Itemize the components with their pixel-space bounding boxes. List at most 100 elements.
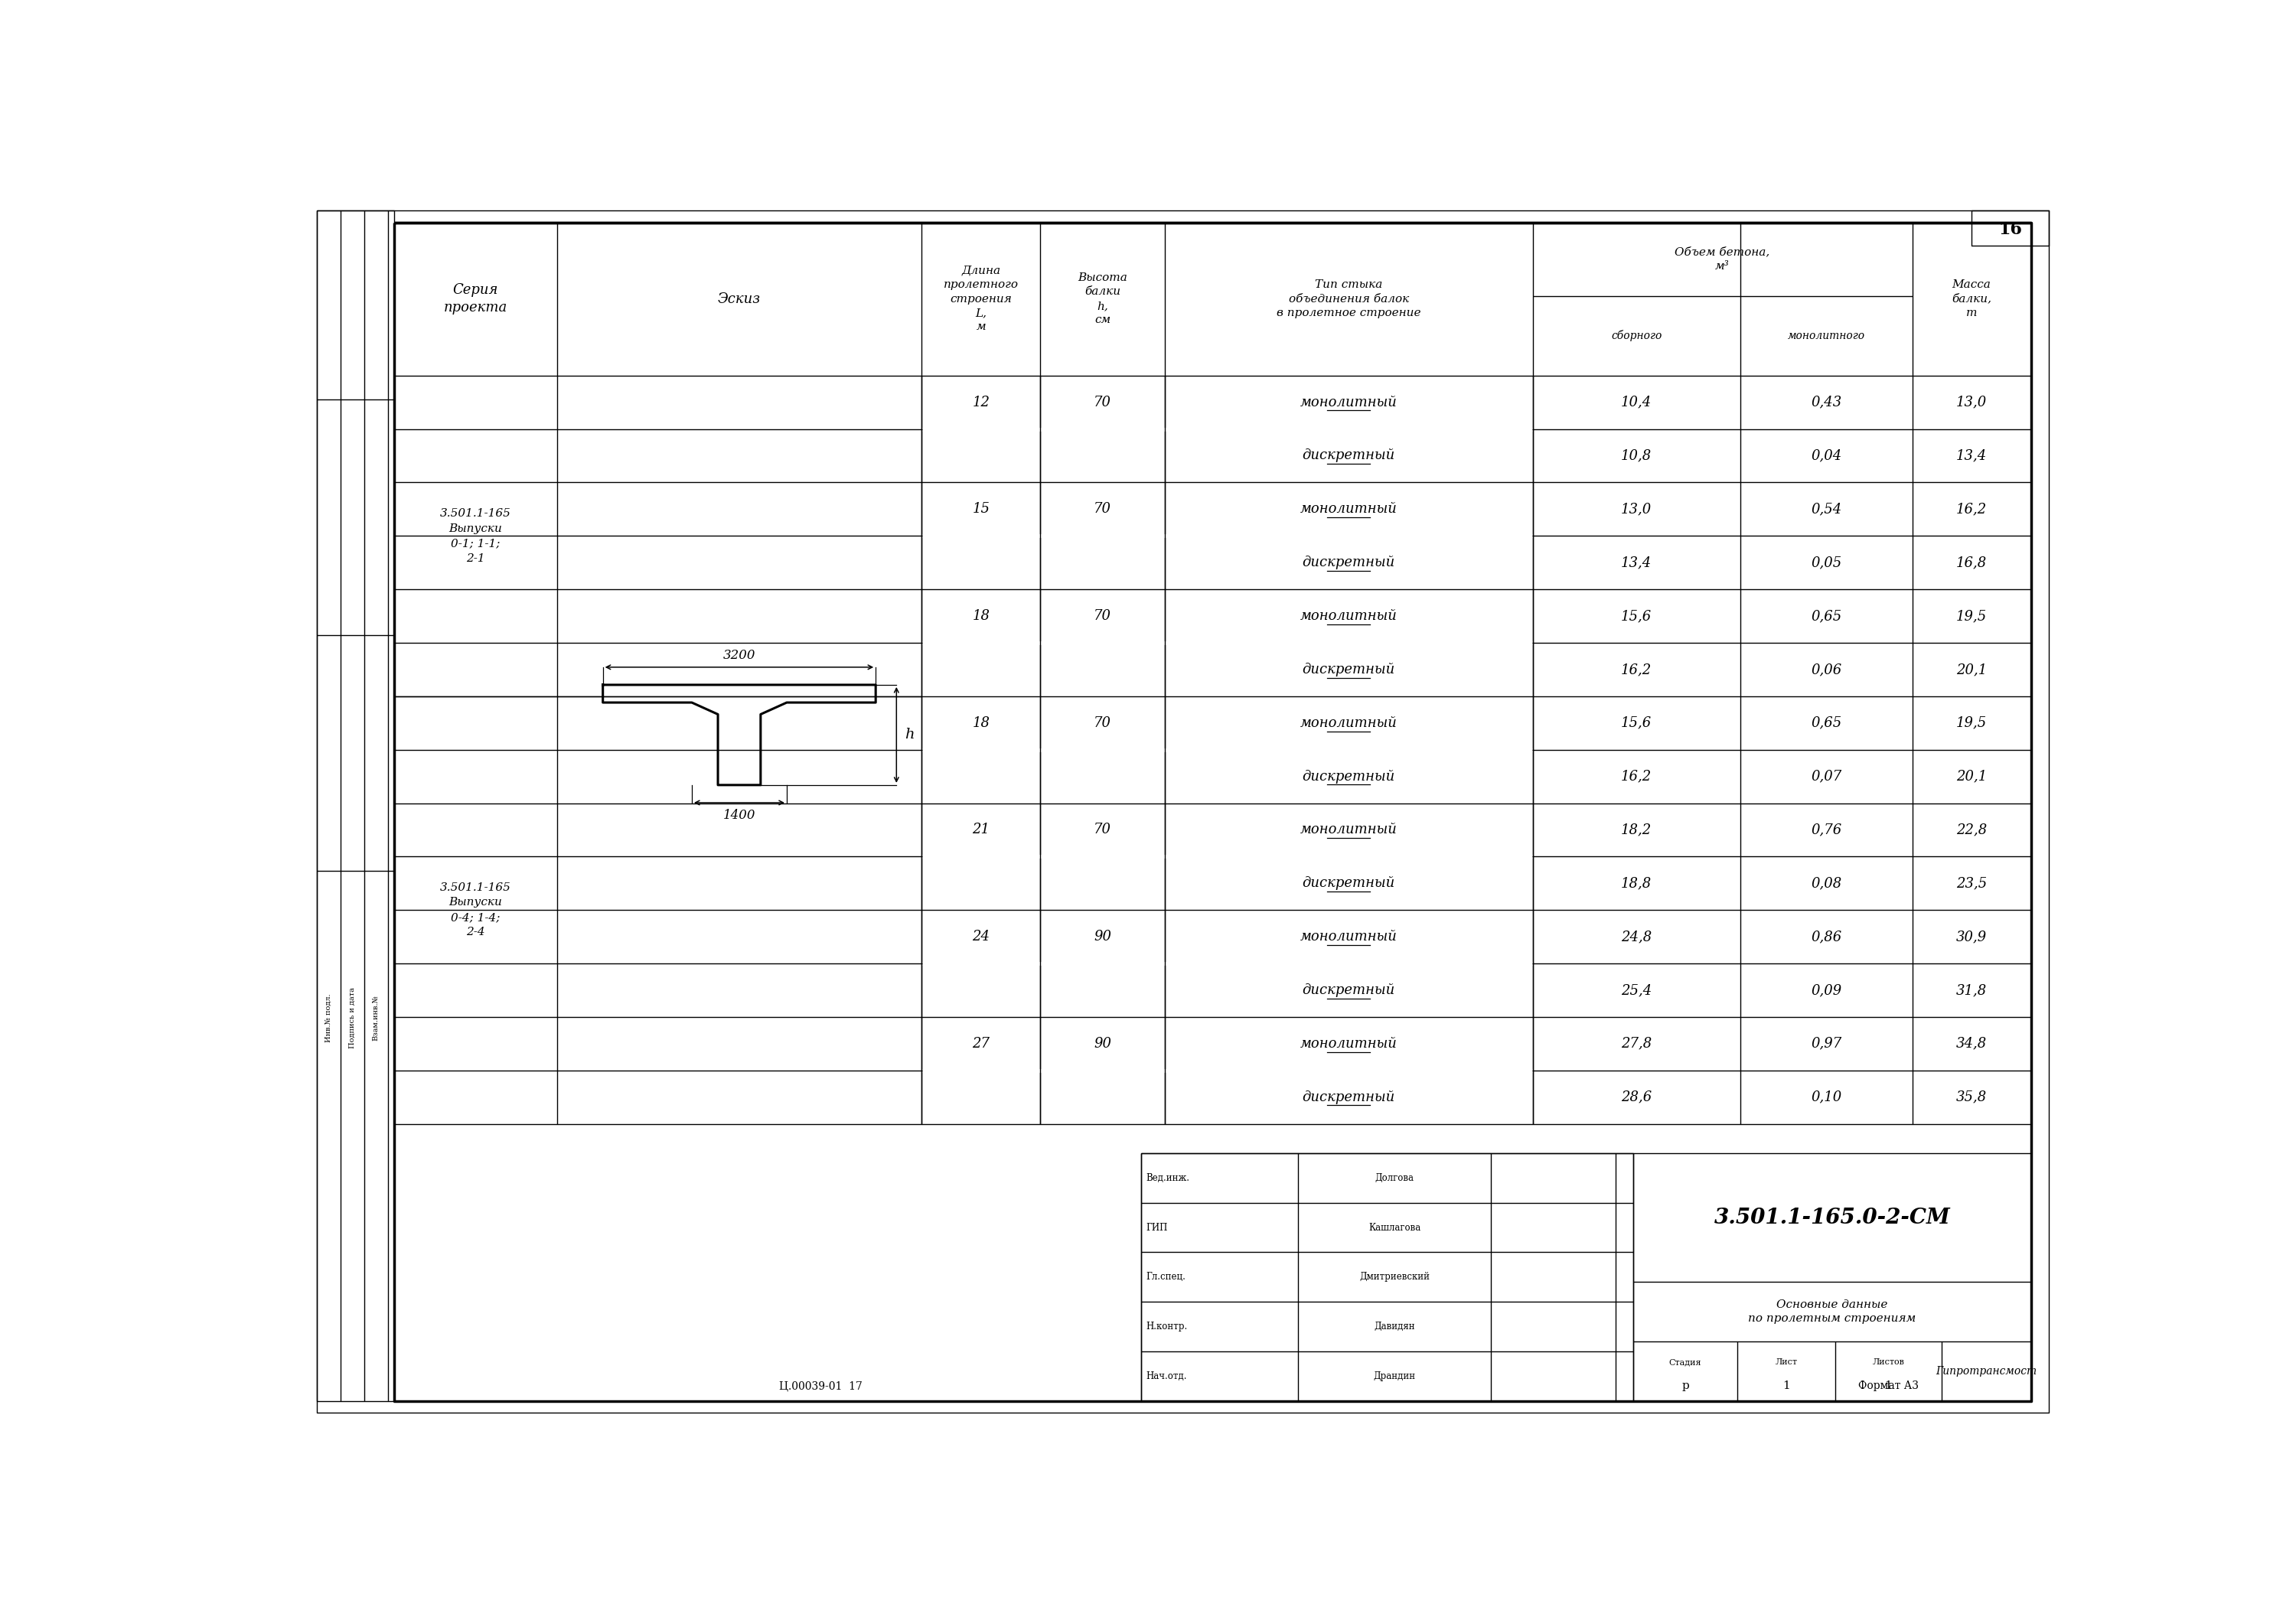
Text: 19,5: 19,5 [1956, 609, 1986, 624]
Text: Вед.инж.: Вед.инж. [1146, 1173, 1189, 1183]
Text: Дмитриевский: Дмитриевский [1359, 1273, 1430, 1282]
Text: 0,65: 0,65 [1812, 717, 1841, 730]
Text: Основные данные
по пролетным строениям: Основные данные по пролетным строениям [1747, 1300, 1915, 1324]
Text: 18,8: 18,8 [1621, 876, 1651, 890]
Text: монолитный: монолитный [1300, 503, 1398, 516]
Text: 0,65: 0,65 [1812, 609, 1841, 624]
Text: Масса
балки,
т: Масса балки, т [1952, 280, 1991, 318]
Text: Нач.отд.: Нач.отд. [1146, 1371, 1187, 1380]
Text: дискретный: дискретный [1302, 983, 1396, 996]
Text: монолитный: монолитный [1300, 717, 1398, 730]
Text: 10,4: 10,4 [1621, 395, 1651, 410]
Text: 28,6: 28,6 [1621, 1090, 1651, 1104]
Text: дискретный: дискретный [1302, 448, 1396, 463]
Text: 16,2: 16,2 [1956, 503, 1986, 516]
Text: 3200: 3200 [723, 649, 755, 662]
Text: Тип стыка
объединения балок
в пролетное строение: Тип стыка объединения балок в пролетное … [1277, 280, 1421, 318]
Text: р: р [1681, 1380, 1690, 1392]
Text: 16: 16 [1998, 220, 2023, 238]
Text: 0,76: 0,76 [1812, 823, 1841, 837]
Text: h: h [905, 728, 914, 742]
Text: 27: 27 [971, 1037, 990, 1051]
Text: 16,8: 16,8 [1956, 556, 1986, 569]
Text: Долгова: Долгова [1375, 1173, 1414, 1183]
Text: 0,97: 0,97 [1812, 1037, 1841, 1051]
Text: Серия
проекта: Серия проекта [443, 283, 507, 315]
Text: 15: 15 [971, 503, 990, 516]
Text: 19,5: 19,5 [1956, 717, 1986, 730]
Text: 1400: 1400 [723, 810, 755, 823]
Text: 16,2: 16,2 [1621, 662, 1651, 677]
Text: 25,4: 25,4 [1621, 983, 1651, 996]
Text: 1: 1 [1885, 1380, 1892, 1392]
Text: Кашлагова: Кашлагова [1368, 1223, 1421, 1233]
Text: монолитный: монолитный [1300, 823, 1398, 837]
Text: 0,54: 0,54 [1812, 503, 1841, 516]
Text: 0,43: 0,43 [1812, 395, 1841, 410]
Text: 0,05: 0,05 [1812, 556, 1841, 569]
Text: 0,07: 0,07 [1812, 770, 1841, 783]
Text: Инв.№ подл.: Инв.№ подл. [326, 993, 333, 1041]
Text: Гипротрансмост: Гипротрансмост [1936, 1366, 2037, 1377]
Text: 23,5: 23,5 [1956, 876, 1986, 890]
Text: 35,8: 35,8 [1956, 1090, 1986, 1104]
Text: дискретный: дискретный [1302, 876, 1396, 890]
Text: дискретный: дискретный [1302, 770, 1396, 783]
Text: Стадия: Стадия [1669, 1358, 1701, 1366]
Text: 22,8: 22,8 [1956, 823, 1986, 837]
Text: Подпись и дата: Подпись и дата [349, 987, 356, 1048]
Text: 3.501.1-165.0-2-СМ: 3.501.1-165.0-2-СМ [1713, 1207, 1949, 1228]
Text: 0,04: 0,04 [1812, 448, 1841, 463]
Text: монолитный: монолитный [1300, 930, 1398, 943]
Text: 20,1: 20,1 [1956, 662, 1986, 677]
Text: 3.501.1-165
Выпуски
0-4; 1-4;
2-4: 3.501.1-165 Выпуски 0-4; 1-4; 2-4 [441, 882, 510, 938]
Text: 0,09: 0,09 [1812, 983, 1841, 996]
Text: 13,4: 13,4 [1621, 556, 1651, 569]
Text: Драндин: Драндин [1373, 1371, 1417, 1380]
Text: 0,86: 0,86 [1812, 930, 1841, 943]
Text: Ц.00039-01  17: Ц.00039-01 17 [778, 1380, 863, 1392]
Text: дискретный: дискретный [1302, 556, 1396, 569]
Text: 21: 21 [971, 823, 990, 837]
Text: 70: 70 [1093, 823, 1111, 837]
Text: Листов: Листов [1874, 1358, 1903, 1366]
Text: монолитный: монолитный [1300, 609, 1398, 624]
Text: 0,08: 0,08 [1812, 876, 1841, 890]
Text: 18,2: 18,2 [1621, 823, 1651, 837]
Text: монолитного: монолитного [1789, 331, 1864, 341]
Text: 13,4: 13,4 [1956, 448, 1986, 463]
Text: 90: 90 [1093, 1037, 1111, 1051]
Text: 1: 1 [1782, 1380, 1791, 1392]
Text: 24: 24 [971, 930, 990, 943]
Text: монолитный: монолитный [1300, 1037, 1398, 1051]
Text: 30,9: 30,9 [1956, 930, 1986, 943]
Text: Гл.спец.: Гл.спец. [1146, 1273, 1185, 1282]
Text: 31,8: 31,8 [1956, 983, 1986, 996]
Text: Лист: Лист [1775, 1358, 1798, 1366]
Text: 18: 18 [971, 609, 990, 624]
Text: Эскиз: Эскиз [719, 292, 760, 305]
Text: 18: 18 [971, 717, 990, 730]
Text: Формат А3: Формат А3 [1857, 1380, 1919, 1392]
Text: 16,2: 16,2 [1621, 770, 1651, 783]
Text: сборного: сборного [1612, 329, 1662, 341]
Text: 10,8: 10,8 [1621, 448, 1651, 463]
Text: 20,1: 20,1 [1956, 770, 1986, 783]
Text: Высота
балки
h,
см: Высота балки h, см [1077, 273, 1127, 325]
Text: дискретный: дискретный [1302, 662, 1396, 677]
Text: 34,8: 34,8 [1956, 1037, 1986, 1051]
Text: 70: 70 [1093, 609, 1111, 624]
Text: Взам.инв.№: Взам.инв.№ [372, 995, 379, 1041]
Text: 90: 90 [1093, 930, 1111, 943]
Text: 70: 70 [1093, 395, 1111, 410]
Text: монолитный: монолитный [1300, 395, 1398, 410]
Text: 3.501.1-165
Выпуски
0-1; 1-1;
2-1: 3.501.1-165 Выпуски 0-1; 1-1; 2-1 [441, 508, 510, 564]
Text: Объем бетона,
м³: Объем бетона, м³ [1674, 247, 1770, 272]
Text: 13,0: 13,0 [1956, 395, 1986, 410]
Text: 15,6: 15,6 [1621, 717, 1651, 730]
Text: Давидян: Давидян [1373, 1321, 1414, 1332]
Text: 24,8: 24,8 [1621, 930, 1651, 943]
Text: 70: 70 [1093, 717, 1111, 730]
Text: 27,8: 27,8 [1621, 1037, 1651, 1051]
Text: 13,0: 13,0 [1621, 503, 1651, 516]
